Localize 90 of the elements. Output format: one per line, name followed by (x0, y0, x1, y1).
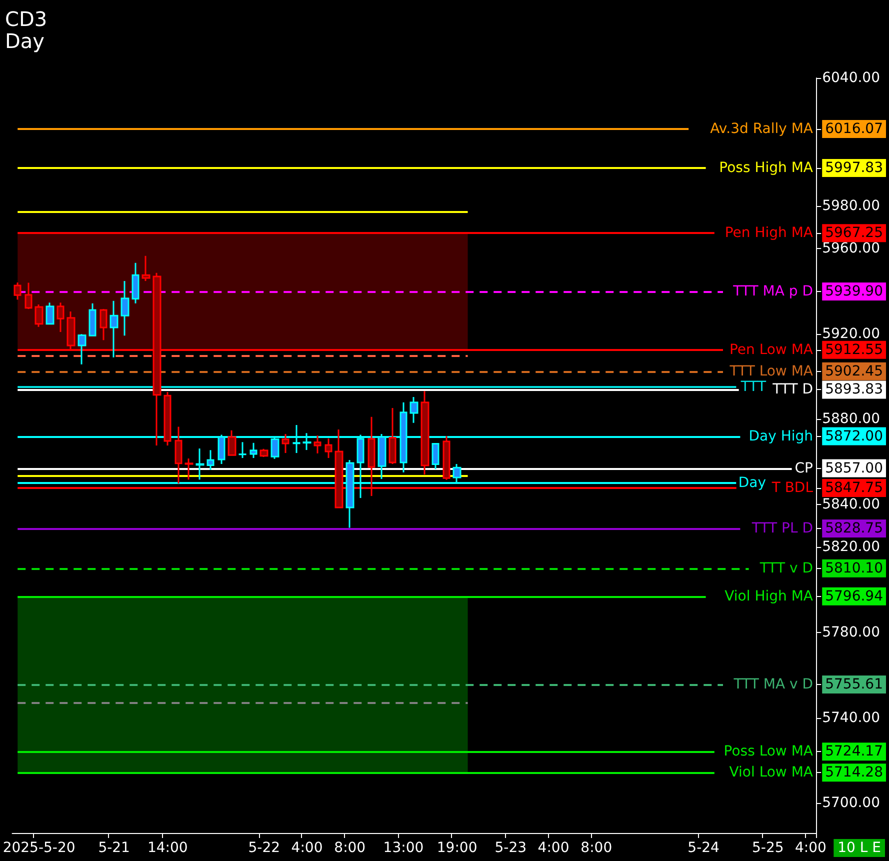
candlestick (260, 448, 268, 458)
chart-title: CD3 (5, 7, 48, 31)
ref-line-label: Viol Low MA (729, 764, 814, 781)
x-tick-label: 13:00 (383, 840, 424, 856)
ref-line-label: TTT Low MA (728, 363, 814, 380)
ref-line-label: Poss High MA (719, 160, 814, 176)
x-tick-label: 5-21 (98, 840, 130, 856)
ref-line-label: CP (794, 460, 813, 476)
y-tick-label: 5939.90 (825, 283, 884, 300)
y-tick-label: 5967.25 (825, 225, 884, 242)
x-tick-label: 4:00 (538, 840, 570, 856)
candlestick (56, 302, 64, 333)
y-tick-label: 6040.00 (822, 70, 880, 86)
candlestick (196, 448, 204, 480)
y-tick-label: 5755.61 (825, 676, 884, 693)
candlestick (314, 434, 322, 454)
text: 10 L E (838, 840, 882, 856)
ref-line-label: T BDL (770, 480, 814, 496)
ref-line-label: Poss Low MA (724, 744, 814, 760)
y-tick-label: 5820.00 (822, 539, 880, 556)
ref-line-label: TTT D (772, 382, 813, 398)
ref-line-label: Pen High MA (724, 225, 814, 242)
candlestick (142, 255, 150, 282)
y-tick-label: 5780.00 (822, 624, 880, 641)
y-tick-label: 5857.00 (825, 460, 884, 476)
y-tick-label: 5740.00 (822, 710, 880, 726)
y-tick-label: 5872.00 (825, 428, 884, 444)
y-tick-label: 5700.00 (822, 795, 880, 812)
candlestick (282, 433, 290, 454)
candlestick (238, 441, 246, 459)
candlestick (250, 442, 258, 459)
y-tick-label: 5796.94 (825, 588, 884, 604)
y-tick-label: 5980.00 (822, 198, 880, 214)
y-tick-label: 5893.83 (825, 382, 884, 398)
y-tick-label: 5960.00 (822, 240, 880, 257)
x-tick-label: 4:00 (795, 840, 826, 856)
ref-line-label: TTT PL D (750, 520, 813, 537)
y-tick-label: 5714.28 (825, 764, 884, 781)
y-tick-label: 5912.55 (825, 342, 884, 358)
candlestick (206, 449, 214, 471)
y-tick-label: 5724.17 (825, 744, 884, 760)
ref-line-label: TTT v D (758, 560, 813, 576)
candlestick (164, 391, 172, 446)
candlestick (120, 280, 130, 336)
candlestick (432, 443, 440, 470)
candlestick (442, 435, 450, 481)
x-tick-label: 19:00 (436, 840, 478, 856)
y-tick-label: 6016.07 (825, 121, 884, 138)
x-tick-label: 5-25 (752, 840, 784, 856)
candlestick (324, 438, 332, 459)
candlestick (46, 302, 54, 325)
ref-line-label: Viol High MA (724, 588, 814, 604)
x-tick-label: 14:00 (147, 840, 188, 856)
candlestick (88, 302, 96, 336)
x-tick-label: 5-24 (688, 840, 720, 856)
candlestick (100, 308, 108, 341)
x-tick-label: 2025-5-20 (2, 840, 76, 856)
y-tick-label: 5810.10 (825, 560, 884, 576)
x-tick-label: 5-23 (494, 840, 527, 856)
candlestick (34, 304, 44, 328)
x-tick-label: 4:00 (291, 840, 323, 856)
chart-subtitle: Day (5, 29, 45, 53)
ref-line-label: Day (738, 474, 766, 491)
candlestick (410, 396, 418, 424)
x-tick-label: 8:00 (334, 840, 366, 856)
y-tick-label: 5847.75 (825, 480, 884, 496)
y-tick-label: 5880.00 (822, 411, 880, 428)
y-tick-label: 5902.45 (825, 363, 884, 380)
candlestick (24, 282, 32, 310)
y-tick-label: 5828.75 (825, 520, 884, 537)
ref-line-label: Pen Low MA (729, 342, 814, 358)
y-tick-label: 5840.00 (822, 496, 880, 513)
candlestick (132, 262, 140, 304)
candlestick (184, 458, 194, 480)
ref-line-label: Day High (748, 428, 813, 444)
ref-line-label: TTT MA p D (732, 283, 813, 300)
y-tick-label: 5920.00 (822, 326, 880, 342)
candlestick (388, 407, 396, 465)
ref-line-label: Av.3d Rally MA (710, 121, 814, 138)
x-tick-label: 5-22 (248, 840, 280, 856)
candlestick (14, 282, 22, 300)
candlestick (228, 430, 236, 456)
candlestick (174, 426, 182, 484)
y-tick-label: 5997.83 (825, 160, 884, 176)
candlestick (78, 333, 86, 366)
candlestick (420, 390, 430, 476)
ref-line-label: TTT (740, 378, 766, 395)
candlestick (110, 300, 118, 358)
x-tick-label: 8:00 (580, 840, 612, 856)
ref-line-label: TTT MA v D (732, 676, 813, 693)
